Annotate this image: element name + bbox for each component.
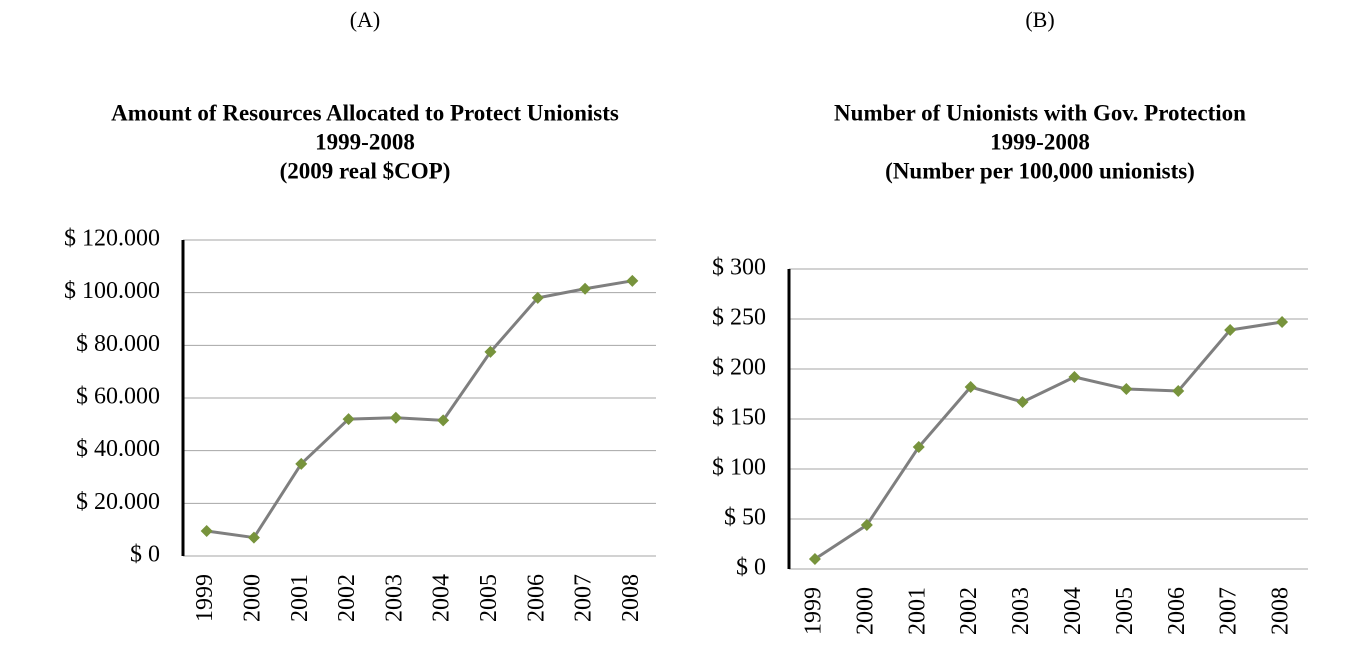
chart-title: 1999-2008 — [315, 129, 415, 154]
chart-title: (Number per 100,000 unionists) — [885, 158, 1195, 183]
y-tick-label: $ 20.000 — [76, 489, 160, 515]
marker — [342, 413, 355, 426]
y-tick-label: $ 80.000 — [76, 331, 160, 357]
marker — [247, 531, 260, 544]
marker — [1276, 316, 1289, 328]
y-tick-label: $ 250 — [712, 305, 766, 331]
y-tick-label: $ 0 — [736, 555, 766, 581]
chart-title: Amount of Resources Allocated to Protect… — [111, 100, 619, 125]
x-tick-label: 2001 — [904, 587, 930, 635]
y-tick-label: $ 0 — [130, 542, 160, 568]
x-tick-label: 2006 — [1164, 587, 1190, 635]
chart: (A) Amount of Resources Allocated to Prot… — [64, 7, 656, 622]
x-tick-label: 1999 — [800, 587, 826, 635]
x-tick-label: 2001 — [287, 574, 313, 622]
panel-label: (B) — [1025, 7, 1054, 32]
marker — [531, 291, 544, 304]
y-tick-label: $ 100 — [712, 455, 766, 481]
x-tick-label: 2000 — [239, 574, 265, 622]
marker — [1172, 385, 1185, 397]
marker — [1224, 324, 1237, 336]
chart-title: Number of Unionists with Gov. Protection — [834, 100, 1246, 125]
marker — [437, 414, 450, 427]
x-tick-label: 2000 — [852, 587, 878, 635]
line — [814, 320, 1283, 561]
x-tick-label: 2008 — [1268, 587, 1294, 635]
x-tick-label: 2004 — [429, 574, 455, 622]
x-tick-label: 2002 — [334, 574, 360, 622]
x-tick-label: 2006 — [523, 574, 549, 622]
x-tick-label: 2005 — [476, 574, 502, 622]
y-tick-label: $ 40.000 — [76, 436, 160, 462]
marker — [200, 524, 213, 537]
marker — [964, 381, 977, 393]
x-tick-label: 2005 — [1112, 587, 1138, 635]
chart-title: (2009 real $COP) — [280, 158, 451, 183]
panel-label: (A) — [350, 7, 381, 32]
marker — [484, 345, 497, 358]
chart-title: 1999-2008 — [990, 129, 1090, 154]
y-tick-label: $ 120.000 — [64, 226, 160, 252]
marker — [389, 411, 402, 424]
x-tick-label: 2003 — [381, 574, 407, 622]
marker — [808, 553, 821, 565]
x-tick-label: 2003 — [1008, 587, 1034, 635]
y-tick-label: $ 200 — [712, 355, 766, 381]
x-tick-label: 2004 — [1060, 587, 1086, 635]
x-tick-label: 1999 — [192, 574, 218, 622]
marker — [1016, 396, 1029, 408]
marker — [579, 282, 592, 295]
marker — [1120, 383, 1133, 395]
y-tick-label: $ 60.000 — [76, 384, 160, 410]
marker — [860, 519, 873, 531]
marker — [295, 457, 308, 470]
y-tick-label: $ 300 — [712, 255, 766, 281]
line — [206, 279, 633, 540]
x-tick-label: 2002 — [956, 587, 982, 635]
chart: (B) Number of Unionists with Gov. Protect… — [712, 7, 1308, 635]
x-tick-label: 2007 — [571, 574, 597, 622]
y-tick-label: $ 150 — [712, 405, 766, 431]
marker — [912, 441, 925, 453]
marker — [1068, 371, 1081, 383]
y-tick-label: $ 100.000 — [64, 278, 160, 304]
x-tick-label: 2008 — [618, 574, 644, 622]
x-tick-label: 2007 — [1216, 587, 1242, 635]
marker — [626, 274, 639, 287]
y-tick-label: $ 50 — [724, 505, 766, 531]
